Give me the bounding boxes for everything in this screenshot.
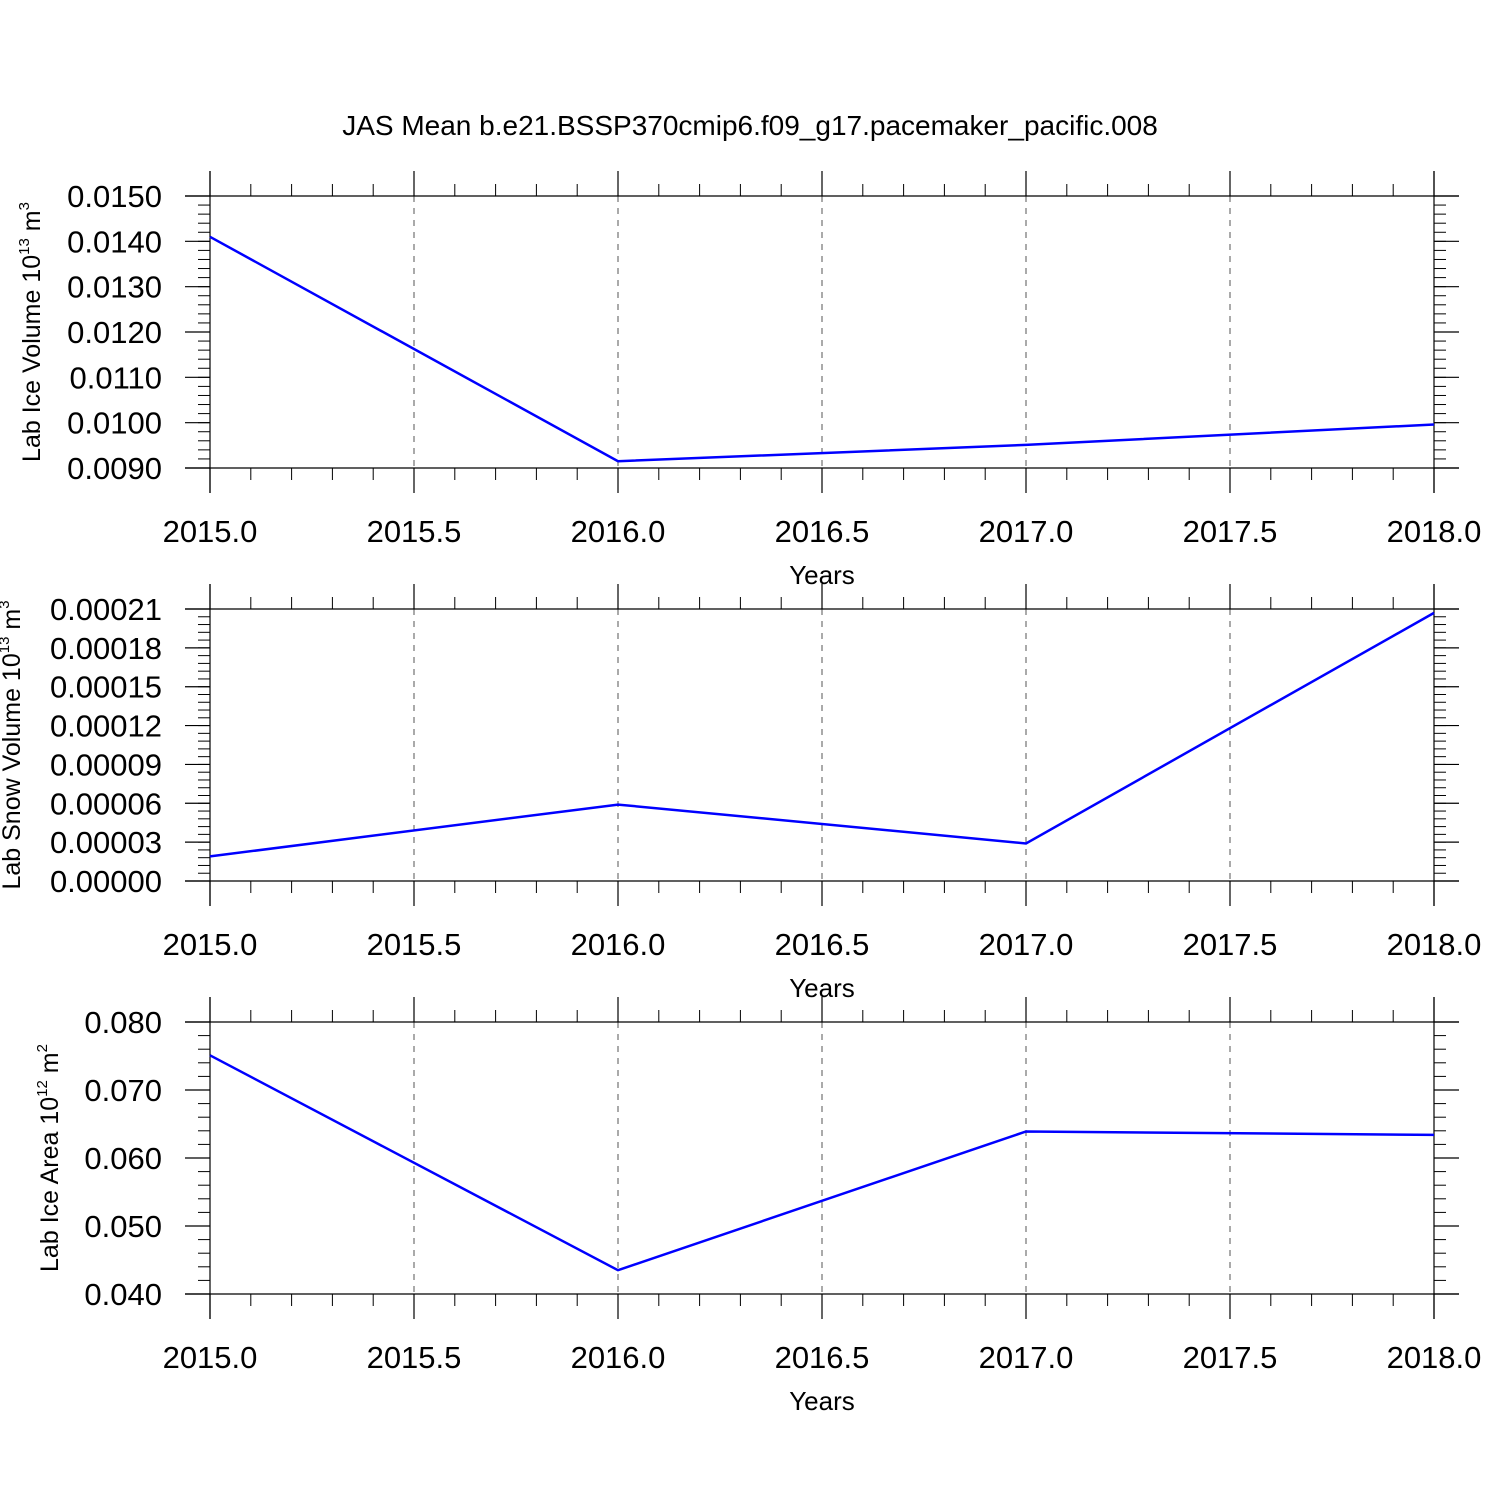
y-tick-label: 0.00018 xyxy=(50,631,162,666)
y-tick-label: 0.00003 xyxy=(50,825,162,860)
series-line xyxy=(209,235,1435,463)
chart-panel-3: 2015.0 2015.5 2016.0 2016.5 2017.0 2017.5 2018… xyxy=(34,997,1481,1416)
y-tick-label: 0.0090 xyxy=(67,451,162,486)
y-tick-label: 0.0140 xyxy=(67,224,162,259)
x-tick-label: 2015.5 xyxy=(367,1340,462,1375)
x-tick-label: 2015.0 xyxy=(163,1340,258,1375)
y-tick-label: 0.00015 xyxy=(50,670,162,705)
x-tick-label: 2015.5 xyxy=(367,927,462,962)
x-tick-label: 2018.0 xyxy=(1387,514,1482,549)
y-tick-label: 0.0130 xyxy=(67,270,162,305)
x-axis-label: Years xyxy=(789,1386,855,1416)
x-tick-label: 2015.0 xyxy=(163,514,258,549)
y-tick-label: 0.070 xyxy=(84,1073,162,1108)
x-tick-label: 2017.0 xyxy=(979,1340,1074,1375)
x-tick-label: 2017.0 xyxy=(979,514,1074,549)
y-axis-label: Lab Snow Volume 1013 m3 xyxy=(0,600,26,889)
y-tick-label: 0.0150 xyxy=(67,179,162,214)
y-axis-label: Lab Ice Area 1012 m2 xyxy=(34,1044,64,1272)
y-tick-label: 0.040 xyxy=(84,1277,162,1312)
x-tick-label: 2017.5 xyxy=(1183,927,1278,962)
y-tick-label: 0.00006 xyxy=(50,786,162,821)
y-tick-label: 0.00012 xyxy=(50,709,162,744)
x-tick-label: 2016.5 xyxy=(775,1340,870,1375)
x-tick-label: 2015.0 xyxy=(163,927,258,962)
y-tick-label: 0.080 xyxy=(84,1005,162,1040)
x-tick-label: 2018.0 xyxy=(1387,1340,1482,1375)
x-tick-label: 2016.5 xyxy=(775,927,870,962)
x-tick-label: 2016.0 xyxy=(571,514,666,549)
y-tick-label: 0.060 xyxy=(84,1141,162,1176)
series-line xyxy=(209,1054,1435,1272)
y-tick-label: 0.00009 xyxy=(50,747,162,782)
x-tick-label: 2015.5 xyxy=(367,514,462,549)
y-tick-label: 0.00000 xyxy=(50,864,162,899)
y-tick-label: 0.0100 xyxy=(67,406,162,441)
x-tick-label: 2018.0 xyxy=(1387,927,1482,962)
y-tick-label: 0.0120 xyxy=(67,315,162,350)
chart-panel-2: 2015.0 2015.5 2016.0 2016.5 2017.0 2017.5 2018… xyxy=(0,584,1481,1003)
x-tick-label: 2017.0 xyxy=(979,927,1074,962)
chart-title: JAS Mean b.e21.BSSP370cmip6.f09_g17.pace… xyxy=(342,110,1158,141)
x-tick-label: 2017.5 xyxy=(1183,1340,1278,1375)
y-axis-label: Lab Ice Volume 1013 m3 xyxy=(16,202,46,462)
series-line xyxy=(209,611,1435,858)
x-tick-label: 2016.0 xyxy=(571,1340,666,1375)
x-tick-label: 2016.5 xyxy=(775,514,870,549)
chart-panel-1: 2015.0 2015.5 2016.0 2016.5 2017.0 2017.5 2018… xyxy=(16,171,1481,590)
y-tick-label: 0.0110 xyxy=(69,360,162,395)
x-tick-label: 2017.5 xyxy=(1183,514,1278,549)
x-tick-label: 2016.0 xyxy=(571,927,666,962)
y-tick-label: 0.050 xyxy=(84,1209,162,1244)
y-tick-label: 0.00021 xyxy=(50,592,162,627)
